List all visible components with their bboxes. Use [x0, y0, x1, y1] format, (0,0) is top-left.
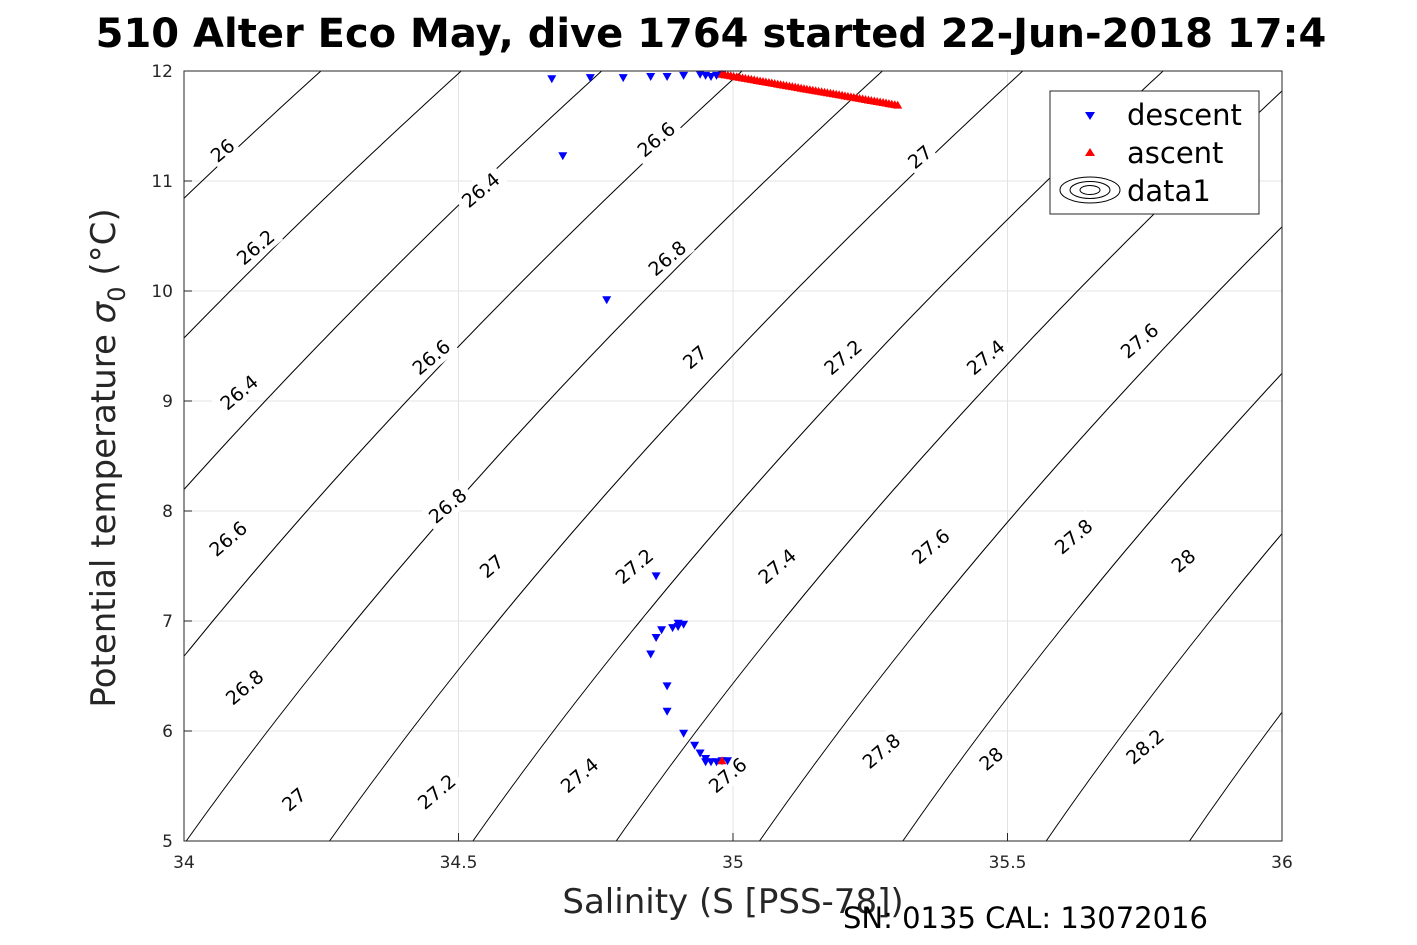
- legend-descent-marker: [1085, 112, 1095, 120]
- data-point-descent: [712, 758, 721, 767]
- data-point-descent: [679, 71, 689, 80]
- data-point-descent: [662, 73, 672, 81]
- y-tick-label: 5: [162, 832, 173, 852]
- contour-line: [902, 372, 1282, 841]
- contour-line: [329, 71, 1024, 841]
- data-point-descent: [706, 73, 716, 81]
- contour-line: [184, 71, 322, 199]
- x-tick-label: 34.5: [440, 853, 478, 873]
- data-markers: [547, 69, 903, 767]
- contour-line: [1045, 532, 1282, 841]
- data-point-descent: [646, 73, 656, 81]
- data-point-descent: [662, 707, 672, 716]
- y-tick-label: 9: [162, 392, 173, 412]
- density-contours: [184, 71, 1282, 841]
- legend-data1-label: data1: [1127, 174, 1211, 208]
- contour-line: [472, 71, 1164, 841]
- y-axis-label: Potential temperature σ0 (°C): [84, 208, 131, 707]
- data-point-descent: [657, 626, 667, 635]
- footer-sensor-info: SN: 0135 CAL: 13072016: [843, 901, 1208, 935]
- x-tick-label: 36: [1271, 853, 1293, 873]
- chart-title: 510 Alter Eco May, dive 1764 started 22-…: [96, 11, 1327, 57]
- data-point-descent: [646, 650, 656, 659]
- x-tick-label: 35.5: [989, 853, 1027, 873]
- contour-line: [184, 71, 743, 658]
- data-point-descent: [723, 757, 732, 766]
- data-point-descent: [668, 624, 678, 633]
- data-point-descent: [651, 572, 661, 581]
- legend: descent ascent data1: [1049, 90, 1260, 215]
- x-axis-label: Salinity (S [PSS-78]): [562, 882, 903, 922]
- legend-ascent-marker: [1085, 148, 1095, 156]
- contour-line: [184, 71, 462, 339]
- x-tick-label: 35: [722, 853, 744, 873]
- y-tick-label: 10: [151, 282, 173, 302]
- contour-line: [185, 71, 883, 841]
- data-point-descent: [662, 682, 672, 691]
- contour-line: [1189, 711, 1282, 841]
- data-point-descent: [695, 749, 705, 758]
- data-point-descent: [547, 75, 557, 84]
- data-point-ascent: [717, 756, 727, 765]
- legend-ascent-label: ascent: [1127, 136, 1223, 170]
- data-point-ascent: [893, 100, 903, 109]
- legend-descent-label: descent: [1127, 98, 1242, 132]
- data-point-descent: [585, 74, 595, 83]
- y-tick-label: 7: [162, 612, 173, 632]
- x-axis-ticks: 34 34.5 35 35.5 36: [173, 833, 1293, 873]
- data-point-descent: [651, 634, 661, 642]
- contour-line: [184, 71, 602, 491]
- data-point-descent: [679, 729, 689, 738]
- data-point-descent: [712, 71, 721, 80]
- legend-data1-contour-icon: [1059, 176, 1121, 204]
- y-tick-label: 11: [151, 172, 173, 192]
- y-tick-label: 12: [151, 62, 173, 82]
- data-point-descent: [690, 741, 700, 750]
- data-point-descent: [679, 620, 689, 629]
- data-point-descent: [558, 152, 568, 161]
- y-tick-label: 8: [162, 502, 173, 522]
- data-point-descent: [602, 296, 612, 305]
- y-axis-ticks: 5 6 7 8 9 10 11 12: [151, 62, 192, 852]
- x-tick-label: 34: [173, 853, 195, 873]
- contour-line: [759, 226, 1282, 841]
- y-tick-label: 6: [162, 722, 173, 742]
- data-point-descent: [618, 74, 628, 83]
